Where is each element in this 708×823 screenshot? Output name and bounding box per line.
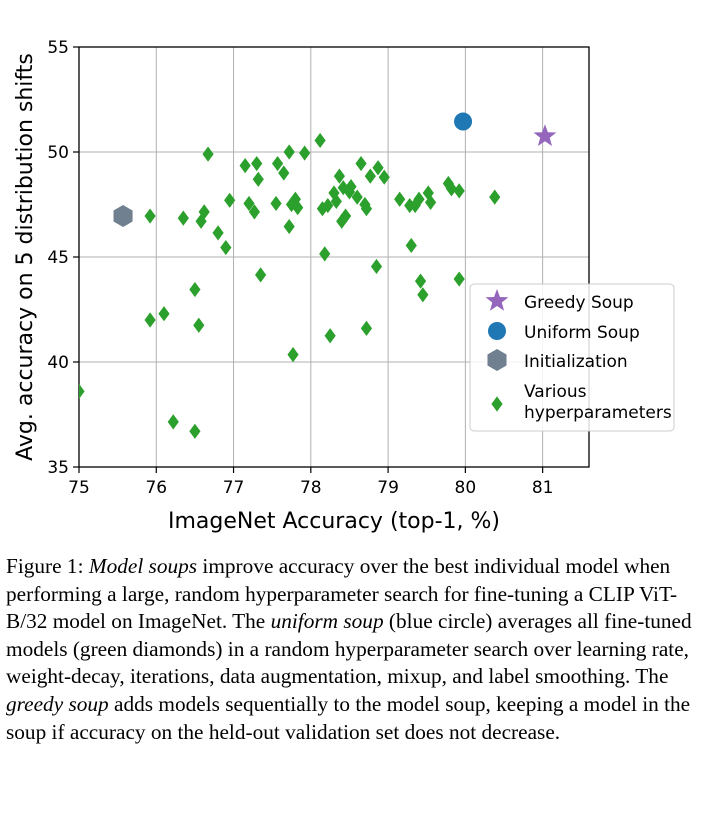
uniform-soup-point bbox=[454, 112, 473, 131]
legend-label-uniform-soup: Uniform Soup bbox=[524, 323, 640, 343]
caption-label: Figure 1: bbox=[6, 554, 89, 578]
axis-ticks: 75 76 77 78 79 80 81 35 40 45 50 55 bbox=[47, 38, 553, 498]
caption-text-1: improve accuracy over the best individua… bbox=[6, 554, 678, 634]
y-axis-label: Avg. accuracy on 5 distribution shifts bbox=[13, 53, 38, 461]
y-tick-label: 40 bbox=[47, 353, 69, 373]
hyperparameter-point bbox=[202, 146, 214, 162]
hyperparameter-point bbox=[248, 204, 261, 220]
hyperparameter-point bbox=[270, 195, 282, 212]
legend-circle-icon bbox=[488, 322, 506, 340]
hyperparameter-point bbox=[193, 317, 205, 333]
hyperparameter-point bbox=[252, 171, 264, 187]
hyperparameter-point bbox=[292, 200, 304, 216]
hyperparameter-point bbox=[339, 208, 352, 224]
caption-text-2: (blue circle) averages all fine-tuned mo… bbox=[6, 609, 692, 689]
hyperparameter-point bbox=[355, 155, 367, 172]
hyperparameter-point bbox=[378, 169, 390, 185]
scatter-chart: 75 76 77 78 79 80 81 35 40 45 50 55 ImageNet Accura… bbox=[13, 38, 675, 534]
y-tick-label: 45 bbox=[47, 248, 69, 268]
legend-box bbox=[469, 283, 675, 432]
hyperparameter-point bbox=[372, 160, 384, 176]
hyperparameter-point bbox=[254, 267, 267, 283]
hyperparameter-point bbox=[333, 168, 346, 184]
hyperparameter-point bbox=[212, 225, 224, 241]
hyperparameter-point bbox=[322, 197, 334, 214]
hyperparameter-point bbox=[394, 191, 406, 207]
y-tick-label: 50 bbox=[47, 143, 69, 163]
x-tick-label: 77 bbox=[223, 478, 245, 498]
hyperparameter-point bbox=[330, 193, 342, 209]
x-tick-label: 80 bbox=[455, 478, 477, 498]
hyperparameter-point bbox=[271, 155, 284, 172]
hyperparameter-point bbox=[319, 246, 331, 262]
data-points bbox=[79, 112, 557, 439]
legend-label-greedy-soup: Greedy Soup bbox=[524, 293, 634, 313]
hyperparameter-point bbox=[337, 180, 349, 196]
greedy-soup-point bbox=[533, 124, 557, 146]
hyperparameter-point bbox=[220, 239, 232, 256]
hyperparameter-point bbox=[314, 132, 326, 149]
hyperparameter-point bbox=[360, 320, 373, 336]
legend-label-initialization: Initialization bbox=[524, 352, 628, 372]
hyperparameter-point bbox=[177, 210, 189, 226]
caption-model-soups: Model soups bbox=[88, 554, 198, 578]
hyperparameter-point bbox=[445, 181, 458, 197]
hyperparameter-point bbox=[453, 271, 465, 287]
hyperparameter-point bbox=[405, 237, 417, 254]
x-tick-label: 76 bbox=[145, 478, 167, 498]
caption-uniform-soup: uniform soup bbox=[270, 609, 384, 634]
hyperparameter-point bbox=[453, 183, 465, 199]
hyperparameter-point bbox=[324, 328, 336, 344]
figure-caption: Figure 1: Model soups improve accuracy o… bbox=[6, 553, 698, 746]
hyperparameter-point bbox=[351, 189, 363, 205]
caption-text-3: adds models sequentially to the model so… bbox=[6, 691, 691, 744]
hyperparameter-point bbox=[316, 201, 329, 217]
hyperparameter-point bbox=[336, 213, 348, 229]
hyperparameter-point bbox=[167, 414, 179, 430]
legend-label-various-line2: hyperparameters bbox=[524, 403, 672, 423]
hyperparameter-point bbox=[189, 423, 201, 439]
hyperparameter-point bbox=[251, 155, 263, 172]
hyperparameter-point bbox=[287, 347, 299, 363]
hyperparameter-point bbox=[409, 197, 421, 214]
legend-hexagon-icon bbox=[487, 349, 507, 371]
hyperparameter-point bbox=[299, 145, 311, 161]
caption-greedy-soup: greedy soup bbox=[6, 691, 109, 716]
x-tick-label: 79 bbox=[377, 478, 399, 498]
hyperparameter-point bbox=[370, 258, 383, 275]
hyperparameter-point bbox=[424, 194, 437, 210]
legend-diamond-icon bbox=[491, 396, 503, 412]
y-tick-label: 35 bbox=[47, 458, 69, 478]
hyperparameter-point bbox=[283, 144, 295, 160]
hyperparameter-point bbox=[79, 383, 85, 399]
x-tick-label: 75 bbox=[68, 478, 90, 498]
hyperparameter-point bbox=[413, 191, 425, 207]
hyperparameter-point bbox=[417, 287, 429, 303]
hyperparameter-point bbox=[189, 281, 201, 298]
hyperparameter-point bbox=[278, 165, 290, 181]
hyperparameter-point bbox=[345, 179, 357, 195]
hyperparameter-point bbox=[422, 185, 434, 201]
hyperparameter-point bbox=[360, 201, 373, 217]
hyperparameter-point bbox=[158, 306, 170, 322]
legend-star-icon bbox=[485, 289, 509, 311]
x-tick-label: 78 bbox=[300, 478, 322, 498]
hyperparameter-point bbox=[489, 189, 501, 205]
hyperparameter-point bbox=[198, 204, 210, 220]
legend: Greedy Soup Uniform Soup Initialization … bbox=[469, 283, 675, 432]
hyperparameter-point bbox=[144, 208, 156, 224]
legend-label-various-line1: Various bbox=[524, 382, 587, 402]
hyperparameter-point bbox=[414, 273, 427, 289]
hyperparameter-point bbox=[283, 218, 295, 235]
x-tick-label: 81 bbox=[532, 478, 554, 498]
initialization-point bbox=[113, 205, 133, 228]
hyperparameter-point bbox=[364, 168, 376, 184]
hyperparameter-point bbox=[144, 312, 156, 328]
x-axis-label: ImageNet Accuracy (top-1, %) bbox=[168, 509, 500, 534]
y-tick-label: 55 bbox=[47, 38, 69, 58]
hyperparameter-point bbox=[243, 195, 255, 212]
hyperparameter-point bbox=[239, 158, 251, 174]
hyperparameter-point bbox=[224, 192, 236, 208]
